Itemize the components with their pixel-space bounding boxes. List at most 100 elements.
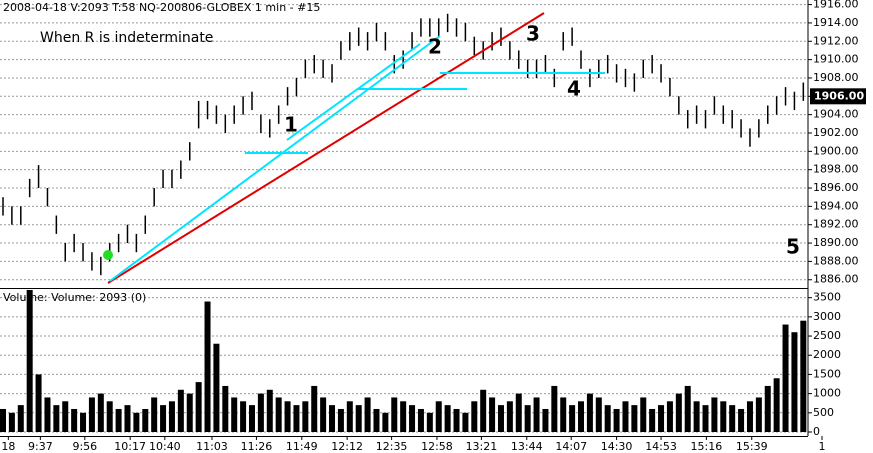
volume-bar: [320, 397, 327, 432]
volume-bar: [151, 397, 158, 432]
volume-bar: [631, 405, 638, 432]
volume-bar: [0, 408, 6, 432]
volume-bar: [88, 397, 95, 432]
volume-bar: [702, 405, 709, 432]
volume-bar: [71, 408, 78, 432]
volume-bar: [738, 408, 745, 432]
volume-bar: [497, 405, 504, 432]
volume-bar: [542, 408, 549, 432]
y-tick-label: 1892.00: [813, 218, 859, 231]
x-tick-label: 14:53: [645, 440, 677, 453]
y-tick-label: 2500: [813, 329, 841, 342]
volume-bar: [675, 393, 682, 432]
x-tick-label: 10:17: [114, 440, 146, 453]
volume-bar: [506, 401, 513, 432]
volume-bar: [622, 401, 629, 432]
volume-bar: [44, 397, 51, 432]
volume-bar: [62, 401, 69, 432]
volume-bar: [373, 408, 380, 432]
volume-bar: [595, 397, 602, 432]
volume-bar: [604, 405, 611, 432]
volume-bar: [782, 324, 789, 432]
y-tick-label: 1888.00: [813, 254, 859, 267]
volume-bar: [746, 401, 753, 432]
volume-bar: [284, 401, 291, 432]
volume-bar: [231, 397, 238, 432]
volume-bar: [515, 393, 522, 432]
volume-bar: [569, 405, 576, 432]
plot-area: [0, 4, 808, 433]
volume-bar: [293, 405, 300, 432]
signal-dot: [103, 250, 113, 260]
volume-bar: [8, 412, 15, 432]
volume-bar: [693, 401, 700, 432]
volume-bar: [755, 397, 762, 432]
y-tick-label: 1890.00: [813, 236, 859, 249]
volume-bar: [551, 385, 558, 432]
annotation: 2: [428, 35, 442, 59]
x-tick-label: 15:39: [736, 440, 768, 453]
volume-bar: [186, 393, 193, 432]
volume-bar: [462, 412, 469, 432]
x-tick-label: 11:49: [286, 440, 318, 453]
volume-bar: [311, 385, 318, 432]
x-tick-label: 14:30: [601, 440, 633, 453]
volume-bar: [275, 397, 282, 432]
volume-bar: [266, 389, 273, 432]
volume-bar: [640, 397, 647, 432]
y-tick-label: 3500: [813, 291, 841, 304]
volume-bar: [426, 412, 433, 432]
volume-bar: [26, 290, 33, 432]
x-tick-label: 11:03: [196, 440, 228, 453]
volume-bar: [133, 412, 140, 432]
volume-bar: [213, 343, 220, 432]
x-tick-label: 13:21: [466, 440, 498, 453]
volume-bar: [800, 320, 807, 432]
y-tick-label: 1886.00: [813, 273, 859, 286]
y-tick-label: 1896.00: [813, 181, 859, 194]
volume-bar: [382, 412, 389, 432]
y-tick-label: 500: [813, 406, 834, 419]
volume-bar: [106, 401, 113, 432]
volume-bar: [764, 385, 771, 432]
volume-bar: [329, 405, 336, 432]
y-tick-label: 1916.00: [813, 0, 859, 11]
volume-bar: [124, 405, 131, 432]
x-tick-label: 9:56: [72, 440, 97, 453]
trend-line: [286, 43, 421, 141]
volume-bar: [711, 397, 718, 432]
volume-bar: [17, 405, 24, 432]
y-tick-label: 1902.00: [813, 126, 859, 139]
volume-bar: [400, 401, 407, 432]
y-tick-label: 2000: [813, 348, 841, 361]
y-tick-label: 1500: [813, 367, 841, 380]
volume-bar: [658, 405, 665, 432]
volume-bar: [302, 401, 309, 432]
x-tick-label: 1: [818, 440, 825, 453]
x-tick-label: 10:40: [149, 440, 181, 453]
y-tick-label: 1908.00: [813, 71, 859, 84]
y-tick-label: 1914.00: [813, 16, 859, 29]
volume-bar: [471, 401, 478, 432]
volume-bar: [257, 393, 264, 432]
volume-bar: [791, 332, 798, 432]
volume-bar: [222, 385, 229, 432]
annotation: 1: [284, 113, 298, 137]
volume-bar: [533, 397, 540, 432]
volume-bar: [773, 378, 780, 432]
chart-title: 2008-04-18 V:2093 T:58 NQ-200806-GLOBEX …: [3, 1, 320, 14]
x-tick-label: 12:58: [421, 440, 453, 453]
volume-bar: [142, 408, 149, 432]
volume-bar: [195, 382, 202, 432]
volume-bar: [97, 393, 104, 432]
x-tick-label: 15:16: [691, 440, 723, 453]
volume-bar: [409, 405, 416, 432]
volume-bar: [177, 389, 184, 432]
y-tick-label: 1894.00: [813, 199, 859, 212]
annotation: 5: [786, 235, 800, 259]
volume-bar: [586, 393, 593, 432]
volume-bar: [578, 401, 585, 432]
volume-bar: [417, 408, 424, 432]
x-tick-label: 14:07: [555, 440, 587, 453]
